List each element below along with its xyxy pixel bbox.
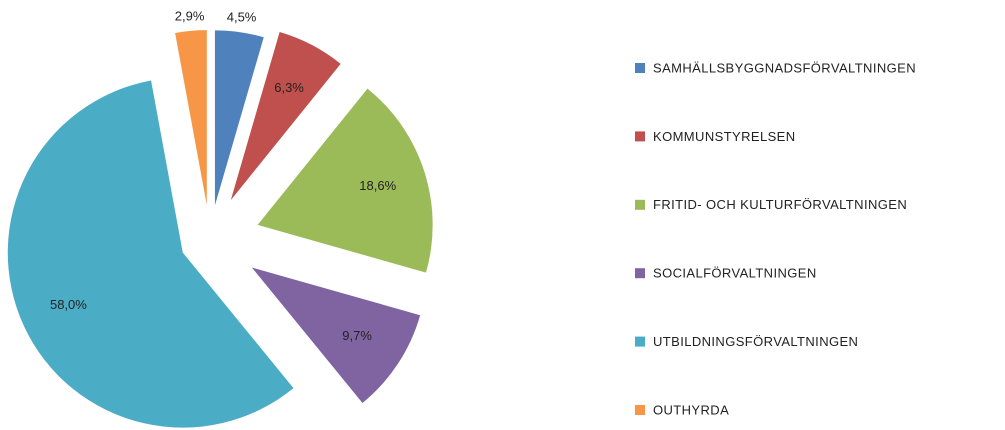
- legend-label: SOCIALFÖRVALTNINGEN: [653, 266, 817, 281]
- legend-label: FRITID- OCH KULTURFÖRVALTNINGEN: [653, 197, 907, 212]
- data-label: 2,9%: [175, 8, 205, 23]
- pie-slice: [175, 30, 207, 206]
- legend-swatch: [635, 131, 645, 142]
- data-label: 18,6%: [359, 178, 396, 193]
- legend-swatch: [635, 268, 645, 279]
- pie-slice: [230, 32, 341, 201]
- legend-swatch: [635, 405, 645, 415]
- data-label: 6,3%: [274, 80, 304, 95]
- pie-slice: [7, 80, 294, 428]
- legend-label: OUTHYRDA: [653, 402, 729, 417]
- pie-slice: [251, 267, 421, 403]
- data-label: 9,7%: [342, 328, 372, 343]
- data-label: 58,0%: [50, 297, 87, 312]
- legend-swatch: [635, 199, 645, 210]
- data-label: 4,5%: [227, 10, 257, 25]
- pie-slice: [214, 30, 264, 206]
- legend-swatch: [635, 63, 645, 73]
- pie-slice: [257, 88, 433, 273]
- legend-swatch: [635, 336, 645, 347]
- legend-label: SAMHÄLLSBYGGNADSFÖRVALTNINGEN: [653, 60, 916, 75]
- legend-label: UTBILDNINGSFÖRVALTNINGEN: [653, 334, 858, 349]
- legend-label: KOMMUNSTYRELSEN: [653, 129, 796, 144]
